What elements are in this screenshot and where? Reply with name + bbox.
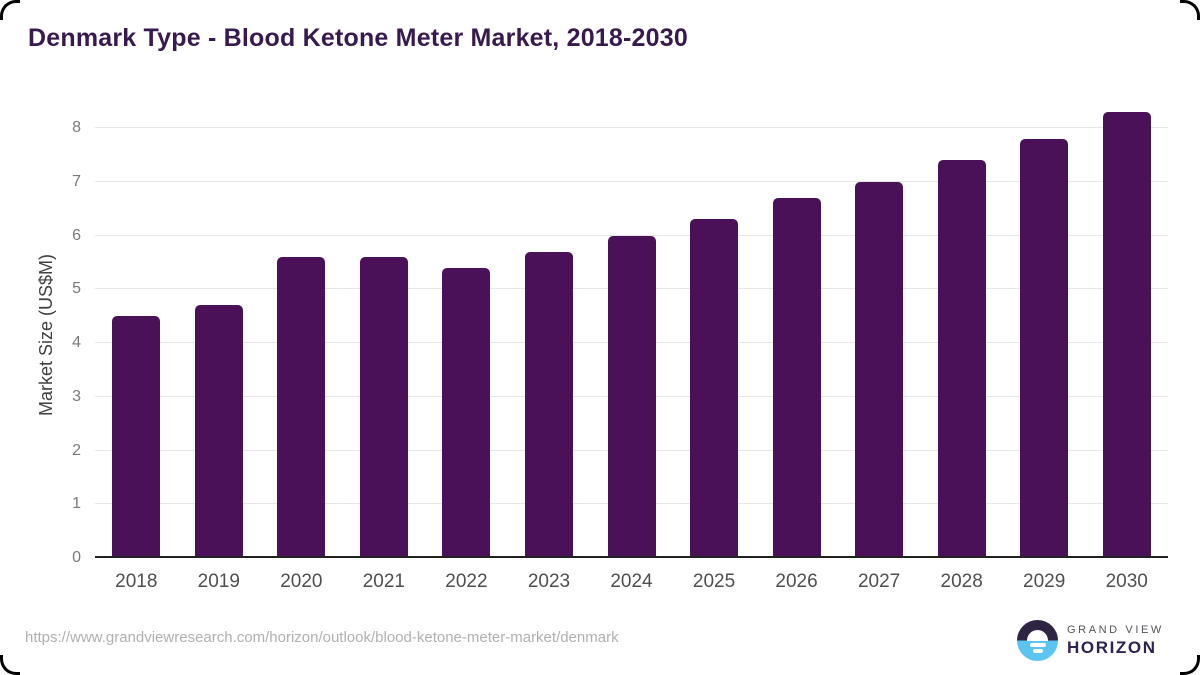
x-tick-label-2028: 2028 — [940, 571, 983, 592]
logo-product-name: HORIZON — [1067, 637, 1157, 657]
gridline-y-8 — [95, 127, 1168, 128]
y-tick-label-6: 6 — [72, 226, 81, 244]
x-tick-label-2030: 2030 — [1105, 571, 1148, 592]
logo-text: GRAND VIEW HORIZON — [1067, 624, 1164, 658]
x-tick-label-2024: 2024 — [610, 571, 653, 592]
chart-title: Denmark Type - Blood Ketone Meter Market… — [28, 24, 688, 52]
gridline-y-7 — [95, 180, 1168, 182]
bar-2023 — [524, 251, 573, 558]
horizon-sun-icon — [1017, 620, 1058, 661]
rounded-border-corner-top-left — [0, 0, 20, 20]
x-tick-label-2027: 2027 — [857, 571, 901, 592]
y-tick-label-5: 5 — [72, 280, 81, 298]
rounded-border-corner-bottom-right — [1180, 655, 1200, 675]
x-tick-label-2022: 2022 — [445, 571, 488, 592]
x-tick-label-2023: 2023 — [527, 571, 571, 592]
y-tick-label-3: 3 — [72, 387, 81, 405]
x-tick-label-2019: 2019 — [197, 571, 240, 592]
source-url: https://www.grandviewresearch.com/horizo… — [25, 629, 619, 646]
x-axis-line — [95, 556, 1168, 558]
gridline-y-6 — [95, 234, 1168, 236]
bar-2025 — [690, 219, 739, 558]
bar-2028 — [937, 160, 986, 558]
y-tick-label-4: 4 — [72, 334, 81, 351]
bar-2021 — [359, 257, 408, 558]
bar-2027 — [855, 181, 904, 558]
bar-chart-plot-area: 0 1 2 3 4 5 6 7 8 2018 2019 2020 2021 2022 2023 2024 202… — [72, 111, 1168, 592]
rounded-border-corner-bottom-left — [0, 655, 20, 675]
rounded-border-corner-top-right — [1180, 0, 1200, 20]
y-tick-label-0: 0 — [72, 549, 81, 566]
bar-2026 — [772, 197, 821, 558]
logo-brand-name: GRAND VIEW — [1067, 623, 1164, 636]
x-tick-label-2025: 2025 — [692, 571, 736, 592]
bar-2022 — [442, 267, 491, 558]
bar-2019 — [194, 305, 243, 558]
x-tick-label-2029: 2029 — [1023, 571, 1066, 592]
bar-2020 — [277, 257, 326, 558]
x-tick-label-2021: 2021 — [362, 571, 406, 592]
y-tick-label-1: 1 — [72, 495, 81, 513]
y-tick-label-2: 2 — [72, 441, 81, 459]
bar-2024 — [607, 235, 656, 558]
y-tick-label-7: 7 — [72, 172, 81, 190]
bar-2030 — [1102, 111, 1151, 558]
grand-view-horizon-logo: GRAND VIEW HORIZON — [1017, 620, 1164, 661]
x-tick-label-2020: 2020 — [280, 571, 323, 592]
x-tick-label-2026: 2026 — [775, 571, 818, 592]
x-tick-label-2018: 2018 — [115, 571, 158, 592]
bar-2018 — [112, 316, 161, 558]
bar-2029 — [1020, 138, 1069, 558]
y-tick-label-8: 8 — [72, 119, 81, 136]
